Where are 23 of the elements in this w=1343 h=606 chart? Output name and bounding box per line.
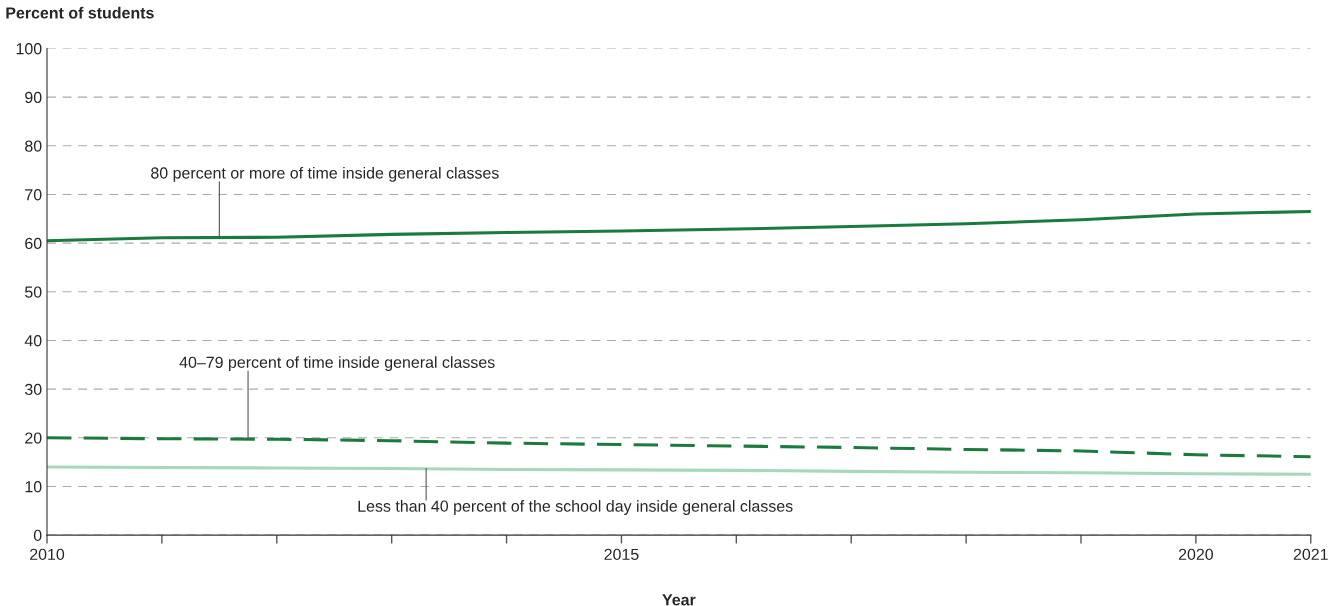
y-tick-label: 80 bbox=[25, 140, 42, 152]
y-tick-label: 0 bbox=[33, 529, 42, 542]
y-tick-label: 90 bbox=[25, 91, 42, 104]
x-tick-label: 2010 bbox=[30, 548, 65, 561]
x-tick-label: 2020 bbox=[1178, 548, 1214, 561]
x-tick-label: 2021 bbox=[1293, 548, 1328, 561]
x-tick-label: 2015 bbox=[604, 548, 639, 561]
annotation: Less than 40 percent of the school day inside general classes bbox=[358, 500, 793, 515]
line-series bbox=[47, 209, 1311, 243]
y-axis-title: Percent of students bbox=[6, 6, 154, 19]
y-tick-label: 20 bbox=[25, 432, 42, 444]
annotation: 80 percent or more of time inside general classes bbox=[151, 166, 499, 182]
annotation: 40–79 percent of time inside general classes bbox=[179, 356, 495, 372]
line-series bbox=[47, 436, 1311, 459]
y-tick-label: 100 bbox=[16, 43, 42, 55]
y-tick-label: 10 bbox=[25, 481, 42, 493]
line-series bbox=[47, 465, 1311, 476]
x-axis-title: Year bbox=[662, 594, 696, 606]
y-tick-label: 70 bbox=[25, 189, 42, 201]
y-tick-label: 40 bbox=[24, 335, 42, 347]
y-tick-label: 30 bbox=[24, 383, 42, 396]
y-tick-label: 50 bbox=[25, 286, 42, 298]
y-tick-label: 60 bbox=[25, 237, 42, 250]
